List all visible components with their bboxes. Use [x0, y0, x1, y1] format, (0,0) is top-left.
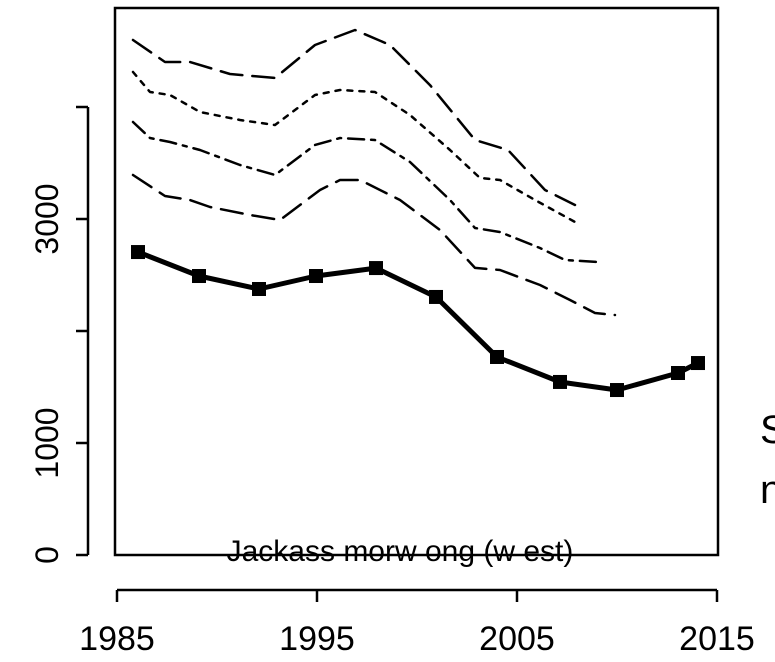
- series-line: [131, 70, 577, 224]
- point-marker: [671, 366, 685, 381]
- side-text: n: [760, 468, 775, 512]
- series-line: [135, 249, 701, 393]
- point-marker: [309, 269, 323, 284]
- x-tick-label: 1985: [79, 620, 155, 658]
- series-line: [131, 28, 577, 207]
- y-tick-label: 3000: [29, 183, 65, 254]
- point-marker: [490, 349, 504, 364]
- point-marker: [429, 289, 443, 304]
- y-tick-label: 1000: [29, 407, 65, 478]
- y-tick-label: 0: [29, 546, 65, 564]
- point-marker: [252, 282, 266, 297]
- annotation: Jackass morw ong (w est): [227, 535, 574, 568]
- series-line: [131, 173, 617, 317]
- point-marker: [192, 269, 206, 284]
- x-tick-label: 2015: [679, 620, 755, 658]
- point-marker: [553, 374, 567, 389]
- series-line: [131, 120, 599, 264]
- x-tick-label: 1995: [279, 620, 355, 658]
- point-marker: [131, 245, 145, 260]
- plot-frame: [113, 6, 720, 557]
- point-marker: [691, 356, 705, 371]
- x-tick-label: 2005: [479, 620, 555, 658]
- side-text: S: [760, 408, 775, 452]
- point-marker: [610, 383, 624, 398]
- point-marker: [369, 261, 383, 276]
